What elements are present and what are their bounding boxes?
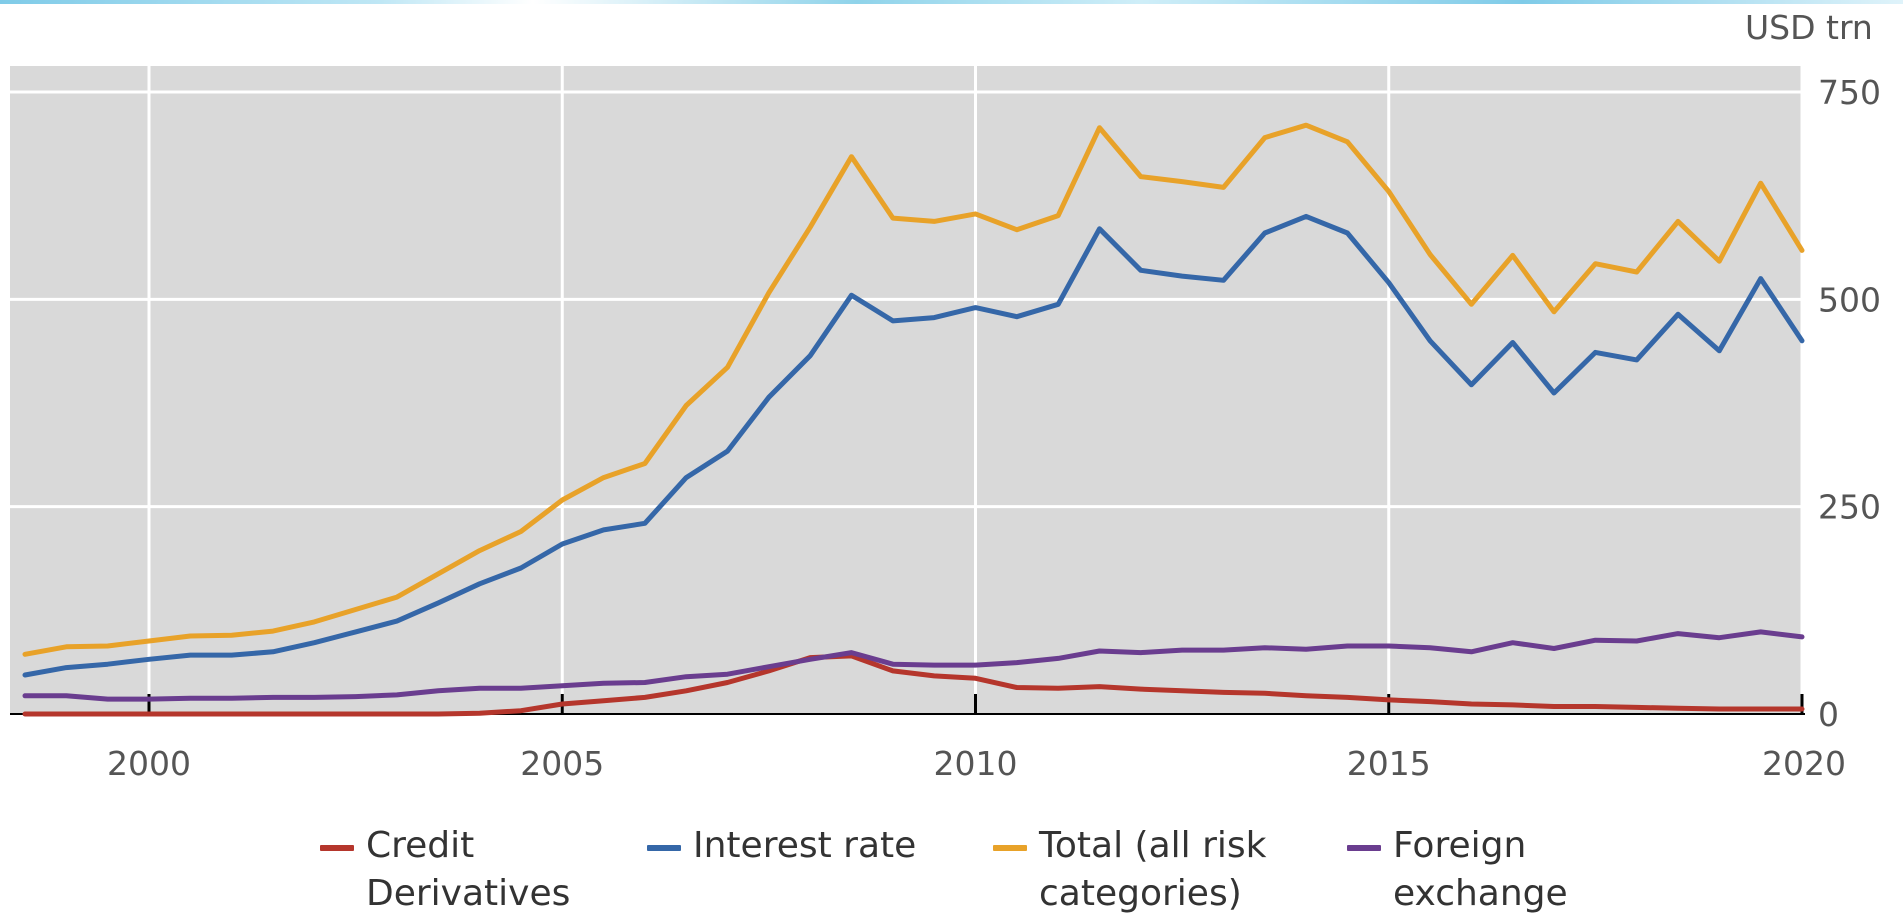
plot-background — [10, 66, 1803, 714]
legend-swatch-foreign-exchange — [1347, 845, 1381, 851]
series-line-1 — [22, 213, 1805, 678]
legend-item-foreign-exchange: Foreign exchange — [1347, 822, 1568, 918]
x-tick-label-2015: 2015 — [1347, 744, 1431, 783]
legend-item-interest-rate: Interest rate — [647, 822, 916, 870]
y-tick-label-0: 0 — [1818, 695, 1839, 734]
x-tick-label-2005: 2005 — [520, 744, 604, 783]
tick-labels: 0 250 500 750 2000 2005 2010 2015 2020 — [107, 73, 1881, 783]
legend-label-credit-derivatives: Credit Derivatives — [366, 825, 571, 914]
y-tick-label-250: 250 — [1818, 488, 1881, 527]
legend-item-credit-derivatives: Credit Derivatives — [320, 822, 570, 918]
series-line-0 — [22, 653, 1805, 717]
grid-lines — [10, 66, 1804, 714]
series-line-3 — [22, 629, 1805, 702]
legend-item-total: Total (all risk categories) — [993, 822, 1266, 918]
series-line-2 — [22, 122, 1805, 657]
legend-label-total: Total (all risk categories) — [1039, 825, 1267, 914]
legend-swatch-interest-rate — [647, 845, 681, 851]
legend: Credit Derivatives Interest rate Total (… — [320, 822, 1700, 914]
series-lines — [22, 122, 1805, 717]
legend-label-interest-rate: Interest rate — [693, 825, 917, 866]
x-tick-label-2010: 2010 — [934, 744, 1018, 783]
x-tick-label-2020: 2020 — [1762, 744, 1846, 783]
y-axis-unit-label: USD trn — [1745, 8, 1873, 47]
legend-swatch-credit-derivatives — [320, 845, 354, 851]
x-tick-label-2000: 2000 — [107, 744, 191, 783]
top-decorative-band — [0, 0, 1903, 4]
legend-swatch-total — [993, 845, 1027, 851]
legend-label-foreign-exchange: Foreign exchange — [1393, 825, 1568, 914]
y-tick-label-500: 500 — [1818, 280, 1881, 319]
y-tick-label-750: 750 — [1818, 73, 1881, 112]
